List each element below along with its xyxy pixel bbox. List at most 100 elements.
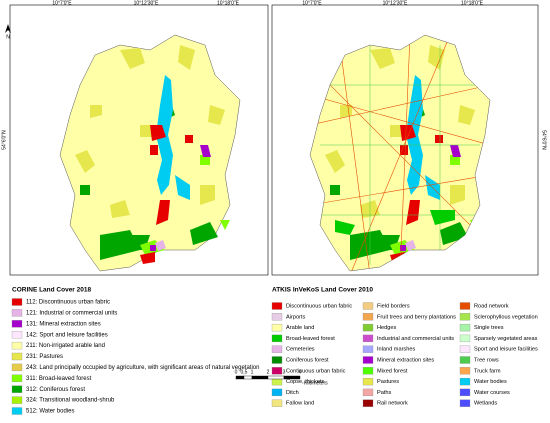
- legend-swatch: [459, 323, 471, 332]
- legend-swatch: [459, 388, 471, 397]
- legend-swatch: [459, 345, 471, 353]
- legend-swatch: [362, 377, 374, 386]
- lat-label: 54°6'0"N: [1, 130, 7, 150]
- scale-segment: [251, 375, 269, 380]
- legend-swatch: [459, 399, 471, 407]
- legend-label: 312: Coniferous forest: [26, 387, 85, 393]
- legend-swatch: [362, 334, 374, 343]
- lon-label: 10°12'30"E: [134, 0, 159, 6]
- legend-swatch: [11, 385, 23, 393]
- legend-label: 231: Pastures: [26, 354, 63, 360]
- legend-swatch: [271, 367, 283, 375]
- legend-label: Industrial and commercial units: [377, 336, 454, 342]
- legend-label: Paths: [377, 390, 392, 396]
- legend-swatch: [271, 313, 283, 321]
- legend-swatch: [362, 356, 374, 364]
- scale-label: 0,5: [241, 369, 248, 375]
- legend-swatch: [459, 313, 471, 321]
- legend-swatch: [271, 356, 283, 364]
- legend-label: Broad-leaved forest: [286, 336, 335, 342]
- legend-swatch: [459, 334, 471, 343]
- legend-swatch: [362, 323, 374, 332]
- scale-unit: Kilometers: [304, 380, 328, 386]
- legend-label: Pastures: [377, 379, 399, 385]
- legend-swatch: [362, 388, 374, 397]
- coordinate-labels: 10°7'0"E 10°12'30"E 10°18'0"E 54°6'0"N 10°7'…: [1, 0, 546, 150]
- atkis-legend: ATKIS InVeKoS Land Cover 2010 Discontinuo…: [271, 287, 538, 407]
- legend-swatch: [11, 363, 23, 372]
- scale-segment: [235, 375, 245, 380]
- legend-label: Hedges: [377, 325, 396, 331]
- legend-label: Copse, thickets: [286, 379, 324, 385]
- legend-swatch: [271, 323, 283, 332]
- legend-label: Mineral extraction sites: [377, 357, 434, 363]
- scale-label: 2: [267, 369, 270, 375]
- legend-label: Airports: [286, 314, 305, 320]
- legend-label: 243: Land principally occupied by agricu…: [26, 365, 259, 371]
- legend-swatch: [11, 352, 23, 361]
- lon-label: 10°18'0"E: [461, 0, 484, 6]
- atkis-map: [309, 34, 491, 272]
- lat-label: 54°6'0"N: [541, 130, 547, 150]
- legend-label: Continuous urban fabric: [286, 368, 346, 374]
- scale-label: 0: [235, 369, 238, 375]
- lon-label: 10°7'0"E: [52, 0, 72, 6]
- legend-label: Inland marshes: [377, 347, 415, 353]
- legend-label: 512: Water bodies: [26, 409, 74, 415]
- legend-label: Truck farm: [474, 368, 501, 374]
- legend-swatch: [271, 302, 283, 310]
- legend-label: Cemeteries: [286, 347, 315, 353]
- legend-swatch: [459, 302, 471, 310]
- lon-label: 10°18'0"E: [217, 0, 240, 6]
- legend-label: Water bodies: [474, 379, 507, 385]
- legend-swatch: [362, 313, 374, 321]
- north-label: N: [6, 34, 10, 40]
- legend-swatch: [362, 367, 374, 375]
- legend-label: Sport and leisure facilities: [474, 347, 538, 353]
- legend-label: Coniferous forest: [286, 357, 329, 363]
- legend-label: Wetlands: [474, 401, 497, 407]
- legend-swatch: [459, 356, 471, 364]
- legend-label: 324: Transitional woodland-shrub: [26, 398, 115, 404]
- scale-segment: [283, 375, 301, 380]
- lon-label: 10°12'30"E: [383, 0, 408, 6]
- legend-label: 142: Sport and leisure facilities: [26, 332, 108, 338]
- legend-swatch: [362, 399, 374, 407]
- legend-label: Road network: [474, 303, 509, 309]
- legend-swatch: [11, 374, 23, 382]
- legend-swatch: [459, 367, 471, 375]
- legend-title: ATKIS InVeKoS Land Cover 2010: [272, 287, 373, 294]
- legend-swatch: [11, 320, 23, 328]
- legend-swatch: [271, 345, 283, 353]
- scale-label: 4: [299, 369, 302, 375]
- legend-swatch: [271, 399, 283, 407]
- legend-swatch: [271, 334, 283, 343]
- legend-label: 311: Broad-leaved forest: [26, 376, 92, 382]
- legend-label: Fruit trees and berry plantations: [377, 314, 456, 320]
- legend-swatch: [11, 341, 23, 350]
- legend-label: Field borders: [377, 303, 410, 309]
- legend-title: CORINE Land Cover 2018: [12, 287, 91, 294]
- legend-swatch: [11, 298, 23, 306]
- legend-swatch: [11, 396, 23, 404]
- legend-label: Water courses: [474, 390, 510, 396]
- legend-swatch: [11, 331, 23, 339]
- legend-label: 112: Discontinuous urban fabric: [26, 300, 110, 306]
- scale-segment: [243, 375, 253, 380]
- legend-swatch: [459, 377, 471, 386]
- legend-label: 131: Mineral extraction sites: [26, 321, 101, 327]
- legend-label: 121: Industrial or commercial units: [26, 310, 117, 316]
- legend-label: 211: Non-irrigated arable land: [26, 343, 105, 349]
- lon-label: 10°7'0"E: [302, 0, 322, 6]
- legend-swatch: [11, 309, 23, 317]
- legend-label: Sparsely vegetated areas: [474, 336, 538, 342]
- legend-label: Sclerophyllous vegetation: [474, 314, 538, 320]
- legend-label: Single trees: [474, 325, 504, 331]
- legend-label: Rail network: [377, 401, 408, 407]
- scale-label: 3: [283, 369, 286, 375]
- legend-label: Ditch: [286, 390, 299, 396]
- legend-label: Mixed forest: [377, 368, 408, 374]
- scale-segment: [267, 375, 285, 380]
